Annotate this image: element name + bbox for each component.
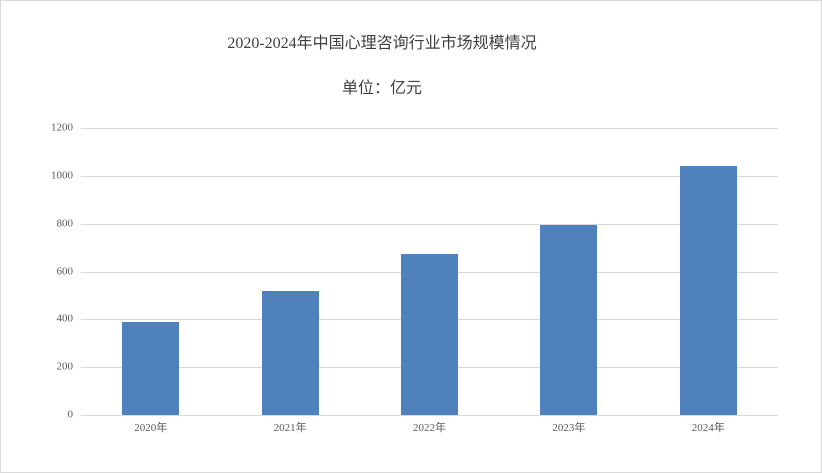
x-axis-label: 2022年 xyxy=(412,422,446,434)
chart-subtitle: 单位：亿元 xyxy=(341,80,422,97)
y-tick-label: 200 xyxy=(56,360,74,373)
bar-2022年 xyxy=(401,253,458,415)
y-tick-label: 0 xyxy=(67,408,74,421)
chart-title: 2020-2024年中国心理咨询行业市场规模情况 xyxy=(227,35,537,52)
y-tick-label: 1200 xyxy=(51,121,73,134)
x-axis: 2020年 2021年 2022年 2023年 2024年 xyxy=(81,416,778,436)
gridline xyxy=(81,415,778,416)
y-tick-label: 1000 xyxy=(51,169,73,182)
bar-2024年 xyxy=(679,166,737,415)
chart-area: 0 200 400 600 800 1000 1200 xyxy=(1,122,778,421)
y-tick-label: 600 xyxy=(56,265,74,277)
gridline xyxy=(81,175,778,177)
x-axis-label: 2023年 xyxy=(552,422,586,434)
bar-2020年 xyxy=(122,321,180,415)
bar-2021年 xyxy=(261,290,319,415)
y-tick-label: 400 xyxy=(56,312,74,325)
x-axis-label: 2020年 xyxy=(134,422,168,434)
y-tick-label: 800 xyxy=(56,217,74,230)
x-axis-label: 2021年 xyxy=(273,422,307,434)
gridline xyxy=(81,223,778,225)
bar-2023年 xyxy=(540,224,598,415)
plot-area xyxy=(81,128,778,416)
x-axis-label: 2024年 xyxy=(691,422,725,434)
gridline xyxy=(81,128,778,129)
